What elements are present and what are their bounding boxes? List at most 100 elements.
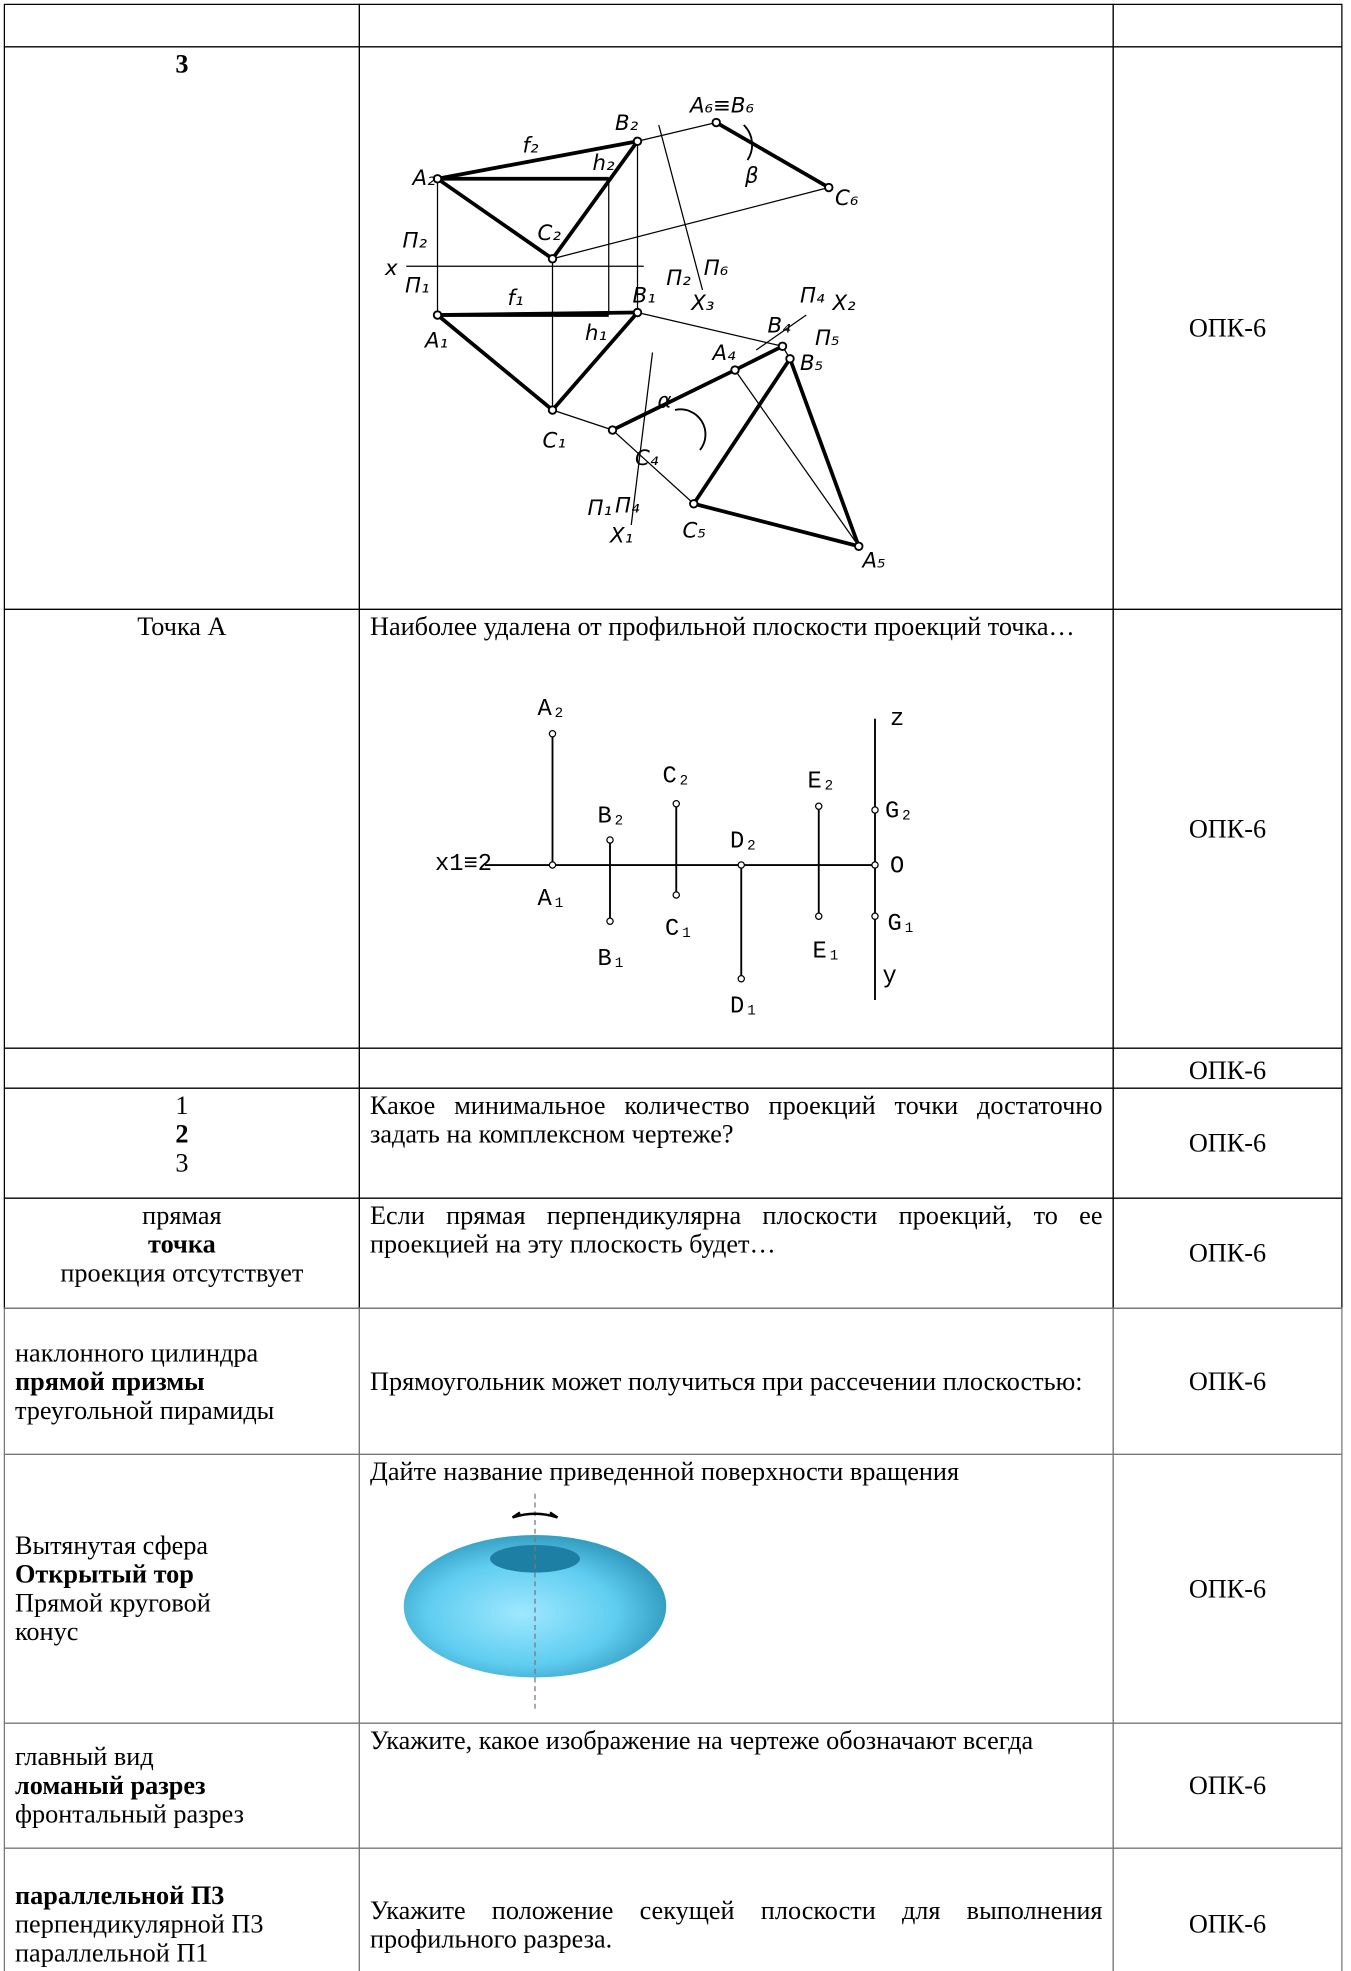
figure-label: z <box>890 706 904 733</box>
figure-label: X₁ <box>609 524 633 549</box>
figure-label: f₁ <box>508 286 524 311</box>
answer-cell: Вытянутая сфера Открытый тор Прямой кругов… <box>3 1453 360 1724</box>
figure-label: D₁ <box>730 994 759 1021</box>
question-text: Прямоугольник может получиться при рассе… <box>370 1365 1083 1396</box>
figure-label: C₆ <box>835 186 858 211</box>
competency: ОПК-6 <box>1188 1365 1267 1396</box>
question-text: Если прямая перпендикулярна плоскости пр… <box>370 1200 1103 1259</box>
figure-label: A₂ <box>538 696 567 723</box>
figure-label: x <box>384 256 398 281</box>
figure-label: O <box>890 854 904 881</box>
competency: ОПК-6 <box>1188 1055 1267 1085</box>
question-text: Наиболее удалена от профильной плоскости… <box>370 611 1075 642</box>
answer-option: наклонного цилиндра <box>15 1336 259 1367</box>
figure-label: x1≡2 <box>435 851 492 878</box>
figure-label: П₅ <box>815 326 840 351</box>
answer-option: 2 <box>175 1118 189 1149</box>
answer-option: 3 <box>175 1147 189 1178</box>
figure-label: C₂ <box>663 764 692 791</box>
figure-label: B₂ <box>598 804 627 831</box>
figure-label: П₂ <box>666 266 691 291</box>
figure-label: E₁ <box>813 939 842 966</box>
figure-label: h₂ <box>593 151 615 176</box>
figure-label: B₅ <box>800 351 823 376</box>
figure-label: C₂ <box>538 221 562 246</box>
answer-option: главный вид <box>15 1741 154 1772</box>
question-text: Дайте название приведенной поверхности в… <box>370 1456 960 1487</box>
answer-option: параллельной П1 <box>15 1937 209 1968</box>
figure-label: B₄ <box>768 314 792 339</box>
competency-cell: ОПК-6 <box>1112 1847 1343 1971</box>
figure-label: П₆ <box>704 256 729 281</box>
answer-option: Вытянутая сфера <box>15 1530 209 1560</box>
answer-option: Открытый тор <box>15 1558 194 1589</box>
figure-label: C₁ <box>543 429 566 454</box>
figure-label: П₁ <box>588 496 613 521</box>
answer-option: ломаный разрез <box>15 1770 206 1800</box>
competency: ОПК-6 <box>1188 1908 1267 1939</box>
answer-option: точка <box>148 1228 216 1259</box>
competency: ОПК-6 <box>1188 813 1267 844</box>
figure-label: A₁ <box>423 329 448 354</box>
figure-label: G₁ <box>888 911 917 938</box>
answer-option: Прямой круговой конус <box>15 1587 211 1647</box>
figure-label: A₂ <box>411 166 437 191</box>
figure-label: C₅ <box>683 519 706 544</box>
figure-label: G₂ <box>885 799 914 826</box>
competency-cell: ОПК-6 <box>1112 46 1343 610</box>
competency-cell: ОПК-6 <box>1112 608 1343 1049</box>
figure-label: A₁ <box>538 886 567 913</box>
figure-label: A₅ <box>861 549 886 574</box>
figure-label: B₁ <box>598 946 627 973</box>
answer-cell: главный вид ломаный разрез фронтальный раз… <box>3 1722 360 1849</box>
answer-option: 3 <box>175 48 189 79</box>
figure-label: h₁ <box>585 321 607 346</box>
figure-label: П₄ <box>615 494 640 519</box>
torus-figure <box>403 1493 667 1713</box>
points-drawing: A₂ B₂ C₂ D₂ E₂ z G₂ O G₁ y x1≡2 A₁ B₁ C₁ D₁ E₁ <box>435 696 916 1020</box>
competency: ОПК-6 <box>1188 1127 1267 1158</box>
answer-cell: прямая точка проекция отсутствует <box>3 1197 360 1309</box>
figure-label: П₁ <box>405 274 430 299</box>
answer-option: перпендикулярной П3 <box>15 1908 264 1939</box>
figure-label: C₁ <box>665 916 694 943</box>
competency: ОПК-6 <box>1188 1573 1267 1604</box>
figure-label: П₄ <box>800 284 825 309</box>
figure-label: B₁ <box>633 284 656 309</box>
figure-label: B₂ <box>615 111 639 136</box>
answer-option: параллельной П3 <box>15 1880 225 1910</box>
answer-option: прямая <box>142 1200 222 1230</box>
answer-option: прямой призмы <box>15 1365 205 1396</box>
figure-label: D₂ <box>730 829 759 856</box>
figure-label: A₄ <box>711 341 737 366</box>
competency: ОПК-6 <box>1188 1237 1267 1268</box>
question-cell: Какое минимальное количество проекций то… <box>358 1087 1114 1199</box>
question-text: Укажите, какое изображение на чертеже об… <box>370 1725 1034 1755</box>
answer-option: 1 <box>175 1090 189 1120</box>
figure-label: β <box>744 164 759 189</box>
figure-label: α <box>658 389 672 414</box>
answer-option: треугольной пирамиды <box>15 1394 275 1425</box>
question-text: Какое минимальное количество проекций то… <box>370 1090 1103 1149</box>
competency: ОПК-6 <box>1188 1770 1267 1800</box>
figure-label: A₆≡B₆ <box>688 94 754 119</box>
figure-label: X₃ <box>690 291 714 316</box>
figure-label: y <box>883 964 897 991</box>
figure-label: E₂ <box>808 769 837 796</box>
figure-label: П₂ <box>403 229 428 254</box>
answer-cell: наклонного цилиндра прямой призмы треуголь… <box>3 1307 360 1455</box>
question-cell: Укажите положение секущей плоскости для … <box>358 1847 1114 1971</box>
answer-option: Точка А <box>137 611 227 642</box>
figure-label: X₂ <box>832 291 857 316</box>
competency-cell: ОПК-6 <box>1112 1453 1343 1724</box>
question-cell: Если прямая перпендикулярна плоскости пр… <box>358 1197 1114 1309</box>
answer-option: проекция отсутствует <box>60 1257 304 1288</box>
figure-label: C₄ <box>635 446 659 471</box>
question-text: Укажите положение секущей плоскости для … <box>370 1894 1103 1954</box>
figure-label: f₂ <box>523 134 539 159</box>
competency: ОПК-6 <box>1188 312 1267 343</box>
answer-cell: параллельной П3 перпендикулярной П3 паралл… <box>3 1847 360 1971</box>
answer-option: фронтальный разрез <box>15 1798 244 1829</box>
